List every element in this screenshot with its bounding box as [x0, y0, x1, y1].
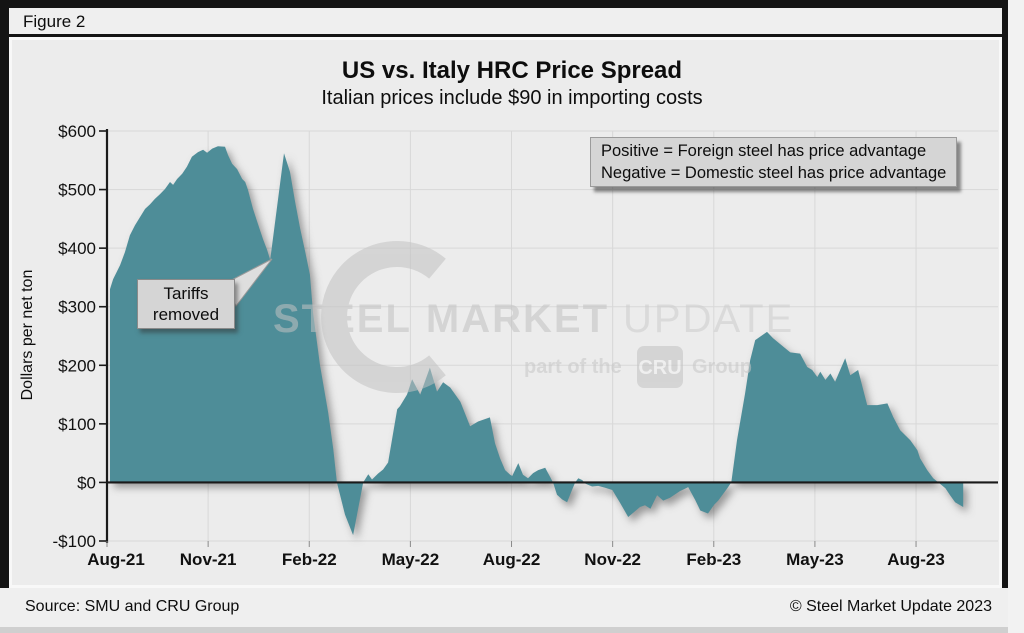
tariffs-annotation-box: Tariffs removed [137, 279, 235, 329]
chart-title: US vs. Italy HRC Price Spread [341, 57, 683, 84]
window-border-top [0, 0, 1024, 8]
bottom-strip [0, 627, 1008, 633]
legend-note-line1: Positive = Foreign steel has price advan… [601, 142, 927, 160]
tariffs-annotation-line1: Tariffs [163, 284, 209, 303]
figure-footer: Source: SMU and CRU Group © Steel Market… [0, 588, 1008, 627]
figure-header: Figure 2 [9, 8, 1002, 34]
right-gutter [1008, 0, 1024, 633]
legend-note-line2: Negative = Domestic steel has price adva… [601, 164, 947, 182]
chart-subtitle: Italian prices include $90 in importing … [321, 87, 703, 109]
y-axis-title: Dollars per net ton [19, 269, 36, 401]
legend-note-box: Positive = Foreign steel has price advan… [590, 137, 958, 187]
window-border-left [0, 0, 9, 588]
source-text: Source: SMU and CRU Group [25, 598, 240, 615]
header-divider [0, 34, 1008, 37]
copyright-text: © Steel Market Update 2023 [789, 598, 992, 615]
figure-label: Figure 2 [23, 12, 86, 31]
tariffs-annotation-line2: removed [152, 305, 220, 324]
window-border-right [1002, 0, 1008, 588]
